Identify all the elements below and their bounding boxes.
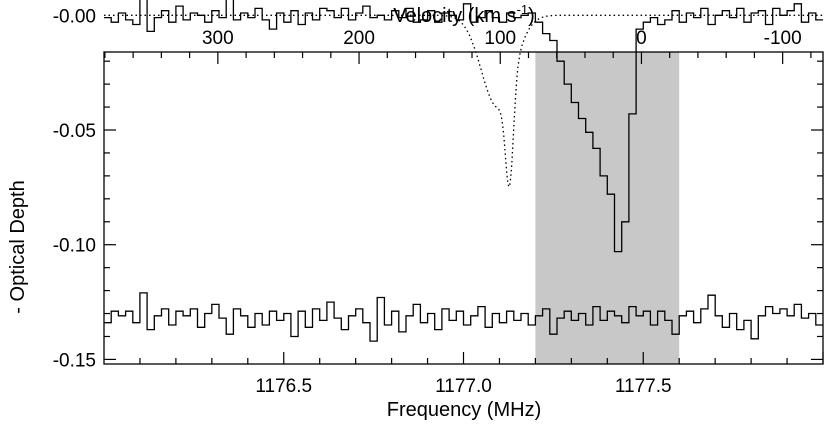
x-tick-label: 1177.0 [435, 376, 492, 397]
y-axis-title: - Optical Depth [7, 180, 29, 313]
series-layer [104, 0, 823, 342]
tick-layer: 1176.5 1177.0 1177.5 -0.00 -0.05 -0.10 -0.15 30… [53, 6, 824, 397]
top-tick-label: 0 [636, 28, 647, 49]
top-tick-label: -100 [764, 28, 802, 49]
spectrum-series-1 [104, 0, 823, 253]
top-axis-title: Velocity (km s-1) [393, 2, 535, 27]
top-tick-label: 100 [484, 28, 516, 49]
x-tick-label: 1177.5 [615, 376, 672, 397]
y-tick-label: -0.10 [53, 236, 96, 257]
top-tick-label: 300 [202, 28, 234, 49]
top-tick-label: 200 [343, 28, 375, 49]
spectrum-series-3 [104, 292, 823, 342]
x-axis-title: Frequency (MHz) [387, 399, 541, 421]
y-tick-label: -0.00 [53, 6, 96, 27]
x-tick-label: 1176.5 [255, 376, 312, 397]
y-tick-label: -0.05 [53, 121, 96, 142]
y-tick-label: -0.15 [53, 350, 96, 371]
